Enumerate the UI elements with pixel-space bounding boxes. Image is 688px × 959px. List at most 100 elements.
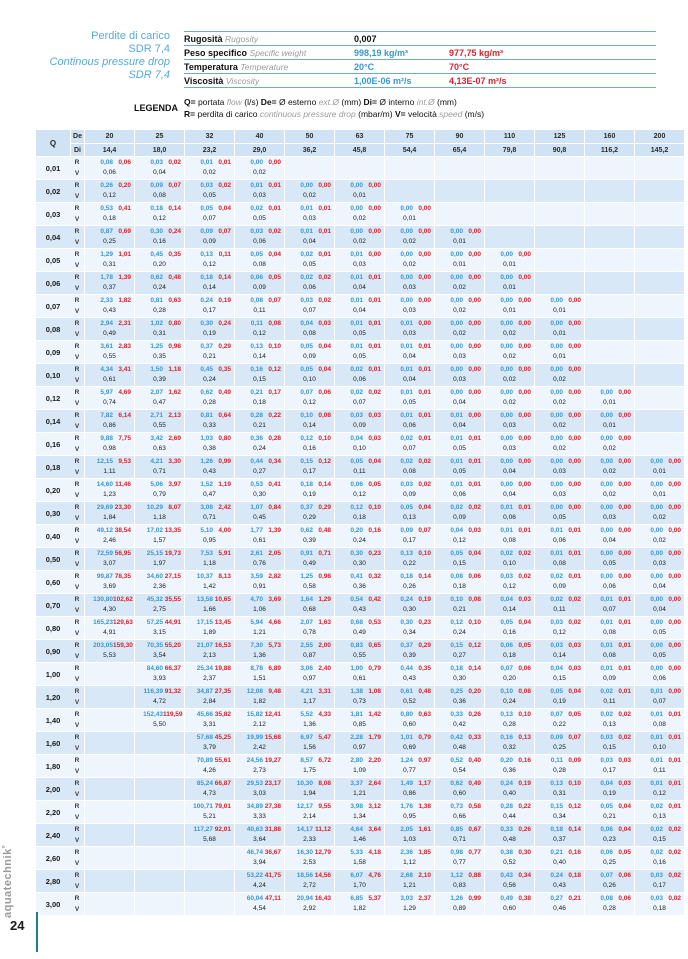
r-pair: 0,00 0,00: [385, 296, 434, 306]
r-pair: 2,68 2,10: [385, 871, 434, 881]
v-value: 3,93: [153, 675, 166, 682]
r-pair: 0,09 0,07: [385, 526, 434, 536]
data-cell: 34,89 27,38 3,33: [234, 801, 284, 823]
r20-value: 0,00: [650, 573, 663, 580]
v-value: 0,02: [403, 238, 416, 245]
data-cell: 0,00 0,00 0,03: [434, 364, 484, 386]
v-value: 0,12: [353, 491, 366, 498]
data-cell: 24,56 19,27 2,73: [234, 755, 284, 777]
r70-value: 0,42: [368, 596, 381, 603]
r-pair: 100,71 79,01: [185, 802, 234, 812]
v-value: 1,21: [353, 790, 366, 797]
table-row: 0,07 R V 2,33 1,82 0,43 0,81 0,63 0,28 0,24 0,19 0,…: [36, 294, 684, 317]
r-pair: 0,18 0,14: [435, 664, 484, 674]
r20-value: 0,18: [400, 573, 413, 580]
data-cell: 0,05 0,04 0,08: [234, 249, 284, 271]
r20-value: 70,35: [146, 642, 163, 649]
di-value: 79,8: [484, 143, 534, 156]
data-cell: 0,00 0,00 0,03: [534, 479, 584, 501]
table-row: 3,00 R V 60,04 47,11 4,54 20,94 16,43 2,92 6,85 5,…: [36, 892, 684, 915]
v-value: 0,16: [503, 629, 516, 636]
r-pair: 0,03 0,02: [635, 894, 684, 904]
data-cell: [634, 295, 684, 317]
r70-value: 0,88: [468, 872, 481, 879]
r70-value: 0,10: [568, 780, 581, 787]
r70-value: 0,00: [368, 205, 381, 212]
legend-segment: int.Ø: [416, 97, 435, 107]
v-value: 0,20: [153, 261, 166, 268]
data-cell: 0,45 0,35 0,24: [184, 364, 234, 386]
r70-value: 0,10: [268, 343, 281, 350]
q-value: 0,05: [45, 255, 61, 265]
v-value: 0,02: [453, 284, 466, 291]
v-value: 0,56: [503, 882, 516, 889]
r70-value: 0,06: [318, 389, 331, 396]
r70-value: 16,53: [214, 642, 231, 649]
r20-value: 0,01: [250, 182, 263, 189]
data-cell: 0,00 0,00 0,03: [634, 548, 684, 570]
r-pair: 0,01 0,01: [385, 388, 434, 398]
r20-value: 1,78: [100, 274, 113, 281]
data-cell: 0,01 0,01 0,08: [484, 525, 534, 547]
data-cell: 0,06 0,05 0,12: [334, 479, 384, 501]
v-value: 0,42: [453, 721, 466, 728]
data-cell: 0,18 0,14 0,30: [434, 663, 484, 685]
r-row-label: R: [74, 688, 80, 695]
r-pair: 0,52 0,40: [435, 756, 484, 766]
data-cell: [134, 847, 184, 869]
r-pair: 0,18 0,14: [535, 825, 584, 835]
data-cell: 0,00 0,00 0,02: [384, 249, 434, 271]
r-pair: 0,08 0,06: [585, 894, 634, 904]
r-pair: 2,05 1,61: [385, 825, 434, 835]
data-cell: 0,04 0,03 0,10: [334, 433, 384, 455]
v-value: 0,69: [403, 744, 416, 751]
r-pair: 0,09 0,07: [535, 733, 584, 743]
data-cell: 34,87 27,35 2,84: [184, 686, 234, 708]
r-pair: 3,08 2,42: [185, 503, 234, 513]
r70-value: 0,33: [468, 734, 481, 741]
r20-value: 1,02: [150, 320, 163, 327]
r20-value: 0,00: [400, 274, 413, 281]
r-pair: 29,69 23,30: [85, 503, 134, 513]
r70-value: 0,64: [218, 412, 231, 419]
r20-value: 0,02: [350, 366, 363, 373]
r70-value: 2,13: [168, 412, 181, 419]
di-value: 90,8: [534, 143, 584, 156]
r70-value: 1,61: [418, 826, 431, 833]
v-value: 0,71: [203, 514, 216, 521]
q-value: 0,04: [45, 232, 61, 242]
data-cell: 0,26 0,20 0,12: [84, 180, 134, 202]
r70-value: 91,32: [164, 688, 181, 695]
v-value: 0,02: [603, 445, 616, 452]
r20-value: 0,03: [250, 228, 263, 235]
r-pair: 0,03 0,02: [585, 733, 634, 743]
r70-value: 0,02: [218, 182, 231, 189]
r70-value: 0,03: [568, 665, 581, 672]
v-value: 0,18: [353, 514, 366, 521]
r20-value: 1,24: [400, 757, 413, 764]
r70-value: 0,22: [268, 412, 281, 419]
r20-value: 0,30: [350, 550, 363, 557]
r20-value: 1,64: [300, 596, 313, 603]
r20-value: 10,30: [296, 780, 313, 787]
r20-value: 4,21: [300, 688, 313, 695]
data-cell: 3,03 2,37 1,29: [384, 893, 434, 915]
r20-value: 0,00: [400, 297, 413, 304]
r-pair: 4,34 3,41: [85, 365, 134, 375]
data-cell: 203,05 159,30 5,53: [84, 640, 134, 662]
v-value: 0,05: [253, 215, 266, 222]
r70-value: 0,06: [468, 573, 481, 580]
data-cell: 0,05 0,04 0,21: [584, 801, 634, 823]
r-pair: 0,15 0,12: [535, 802, 584, 812]
v-value: 0,13: [653, 813, 666, 820]
r20-value: 2,61: [250, 550, 263, 557]
r20-value: 9,88: [100, 435, 113, 442]
r20-value: 3,59: [250, 573, 263, 580]
parameter-label-en: Specific weight: [249, 48, 307, 58]
de-value: 160: [584, 130, 634, 143]
r20-value: 0,62: [150, 274, 163, 281]
r70-value: 0,41: [268, 481, 281, 488]
r-pair: 2,33 1,82: [85, 296, 134, 306]
data-cell: 2,36 1,85 1,12: [384, 847, 434, 869]
